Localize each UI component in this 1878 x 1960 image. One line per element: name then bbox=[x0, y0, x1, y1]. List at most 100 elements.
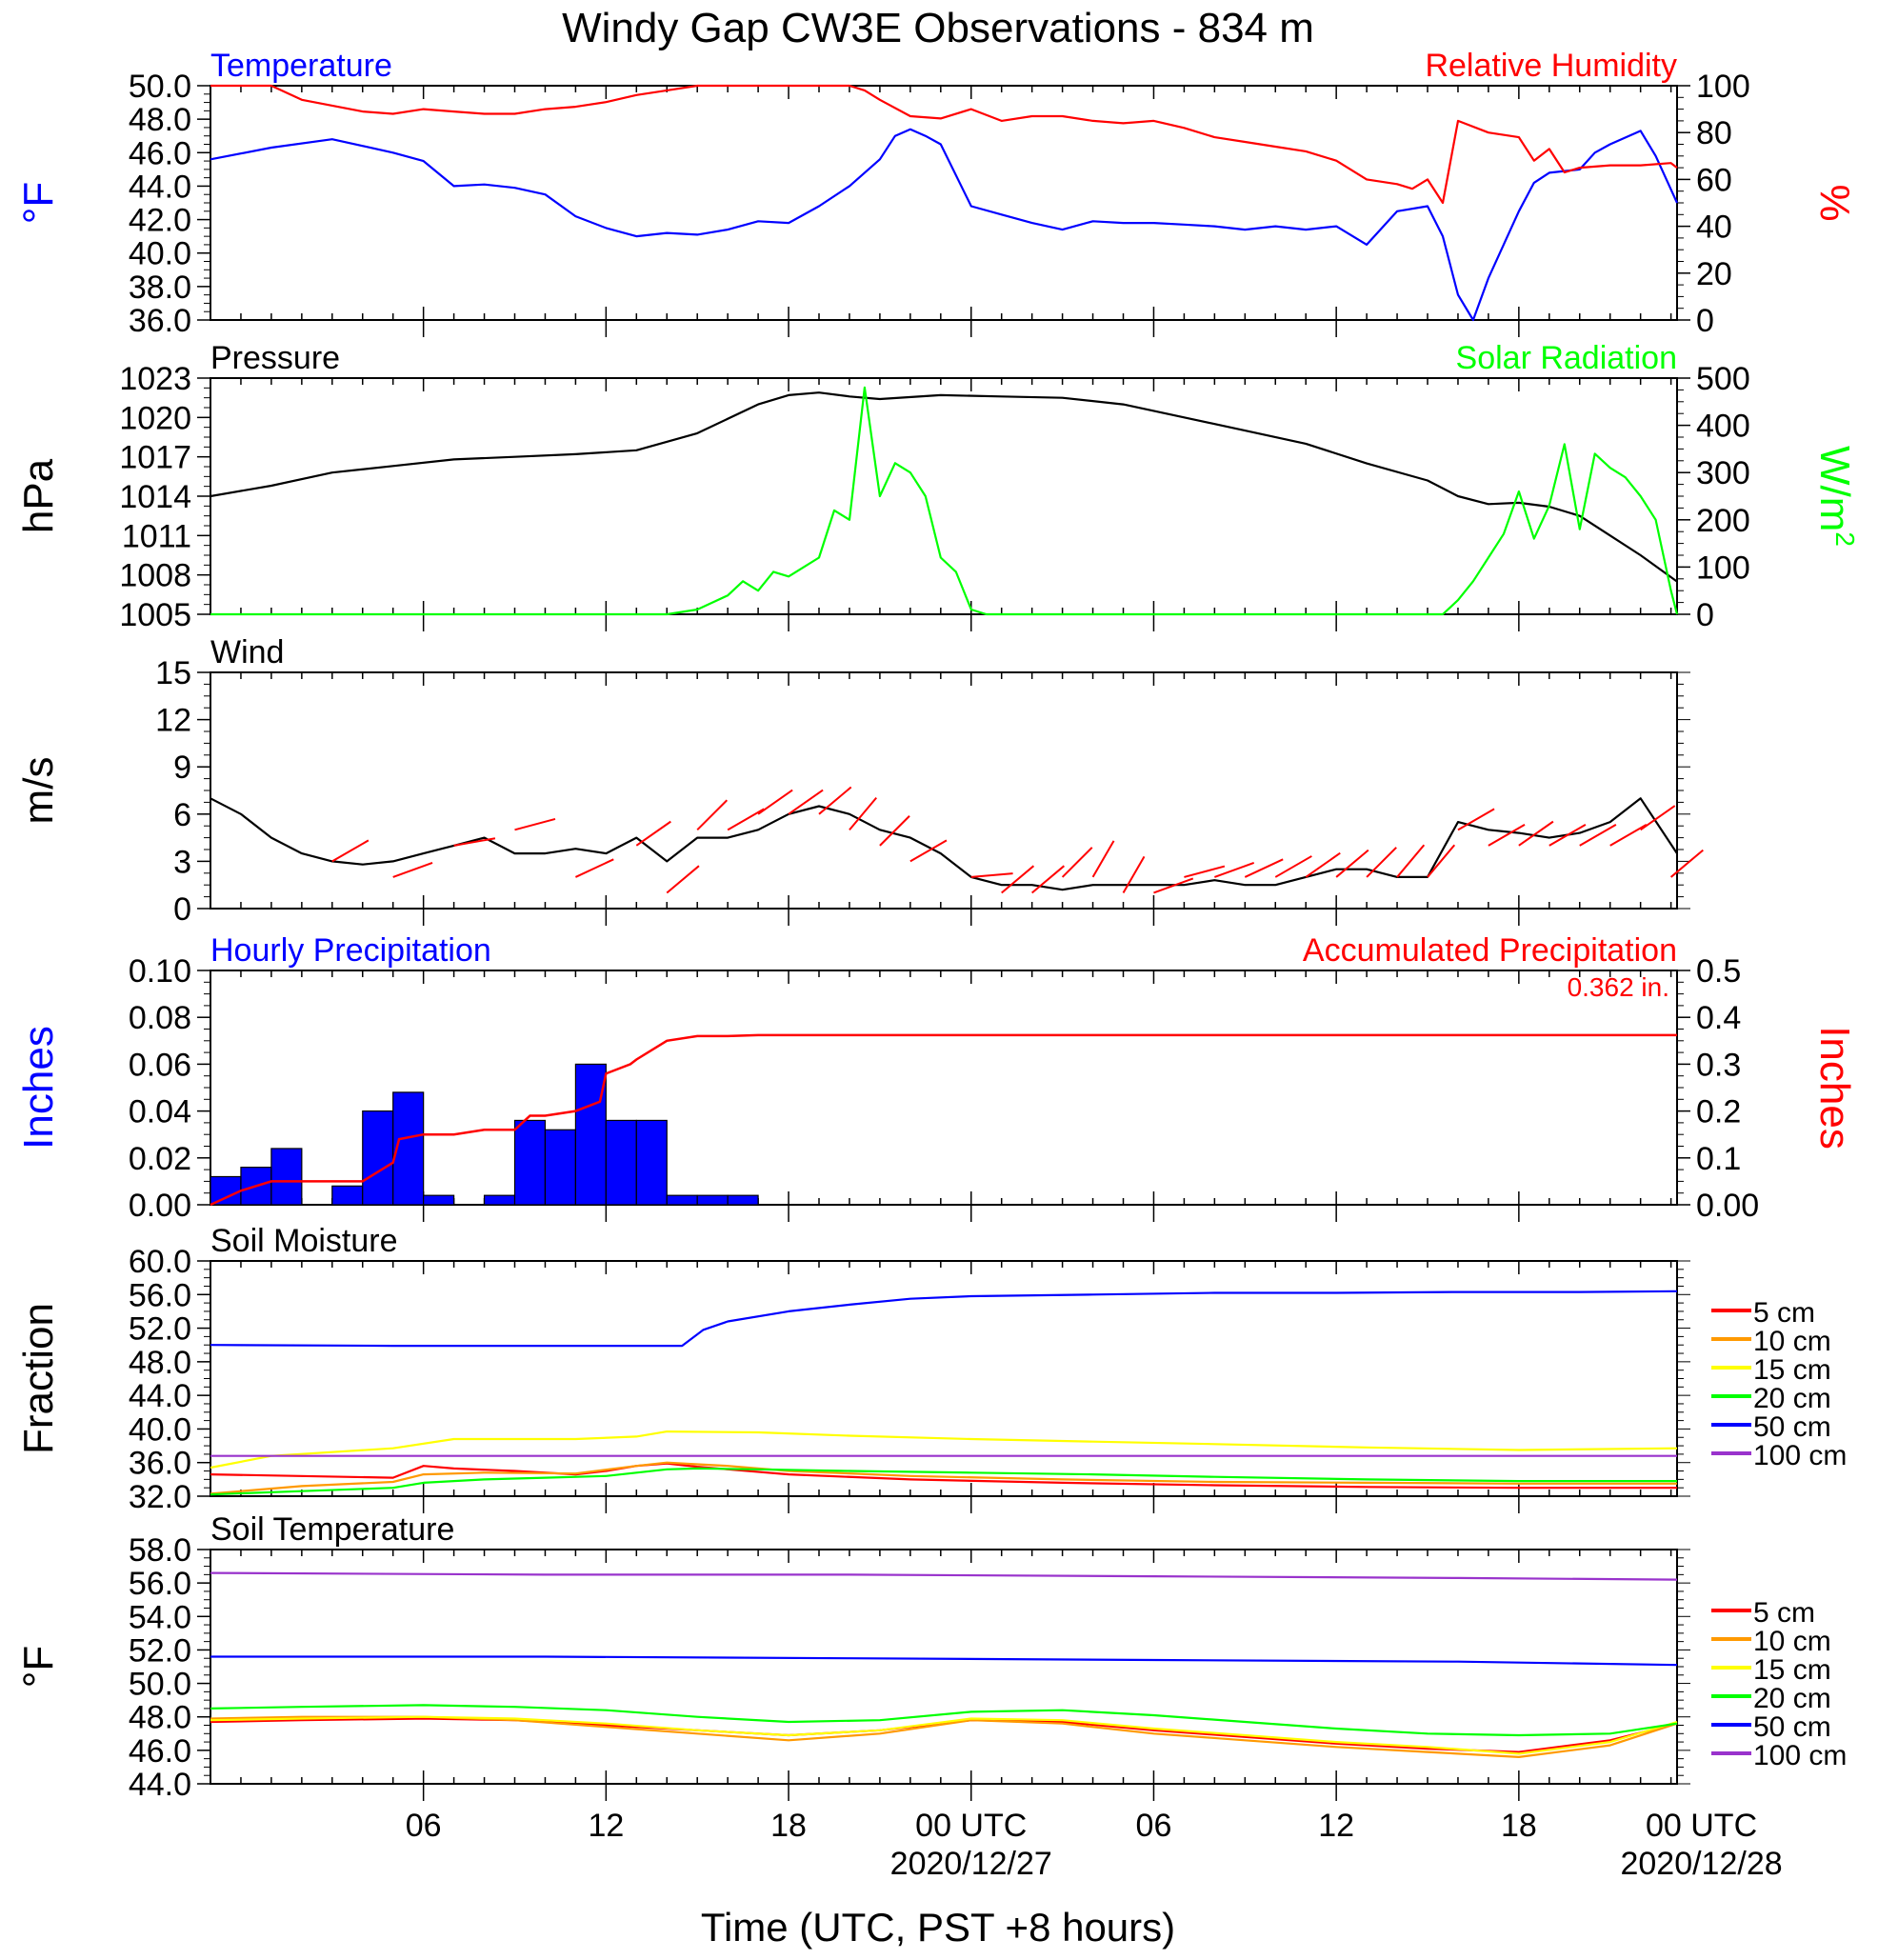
wind-barb bbox=[1305, 851, 1341, 878]
y-tick-label-left: 56.0 bbox=[129, 1277, 191, 1313]
accumulated-total-annotation: 0.362 in. bbox=[1568, 972, 1669, 1002]
y-tick-label-left: 48.0 bbox=[129, 1700, 191, 1736]
y-axis-label-right-text: % bbox=[1811, 184, 1858, 221]
panel-title-left: Soil Moisture bbox=[210, 1223, 398, 1259]
y-tick-label-left: 36.0 bbox=[129, 303, 191, 339]
y-tick-label-left: 9 bbox=[173, 750, 191, 786]
y-axis-label-left: Fraction bbox=[15, 1303, 62, 1454]
wind-barb bbox=[1609, 824, 1648, 847]
y-tick-label-left: 0.08 bbox=[129, 1000, 191, 1036]
y-tick-label-left: 1020 bbox=[119, 400, 191, 436]
y-tick-label-left: 0.02 bbox=[129, 1141, 191, 1177]
wind-barb bbox=[1244, 858, 1284, 878]
x-tick-label: 06 bbox=[1136, 1808, 1172, 1844]
series-line-15-cm bbox=[210, 1715, 1678, 1755]
series-line-5-cm bbox=[210, 1462, 1677, 1490]
y-tick-label-left: 0.06 bbox=[129, 1047, 191, 1083]
y-tick-label-right: 60 bbox=[1696, 162, 1732, 198]
wind-barb bbox=[635, 820, 671, 847]
y-tick-label-left: 52.0 bbox=[129, 1311, 191, 1348]
series-line-1 bbox=[210, 84, 1678, 205]
y-axis-label-right-text: Inches bbox=[1811, 1026, 1858, 1150]
legend-label: 15 cm bbox=[1753, 1654, 1831, 1686]
plot-frame bbox=[210, 1260, 1678, 1497]
y-tick-label-right: 0.3 bbox=[1696, 1047, 1741, 1083]
y-axis-label-right: % bbox=[1811, 184, 1858, 221]
y-tick-label-left: 3 bbox=[173, 844, 191, 880]
y-axis-label-right: Inches bbox=[1811, 1026, 1858, 1150]
precip-bar bbox=[392, 1091, 425, 1206]
wind-barb bbox=[1579, 824, 1617, 847]
series-line-20-cm bbox=[210, 1467, 1677, 1496]
panel-title-right: Solar Radiation bbox=[1456, 340, 1677, 376]
y-tick-label-right: 300 bbox=[1696, 455, 1750, 491]
precip-bar bbox=[635, 1119, 668, 1206]
y-axis-label-left: °F bbox=[15, 1646, 62, 1688]
wind-barb bbox=[1457, 808, 1495, 831]
legend-label: 20 cm bbox=[1753, 1383, 1831, 1414]
y-tick-label-left: 0.00 bbox=[129, 1188, 191, 1224]
y-tick-label-left: 0.04 bbox=[129, 1094, 191, 1130]
y-tick-label-left: 44.0 bbox=[129, 1767, 191, 1803]
wind-barb bbox=[970, 872, 1013, 878]
y-tick-label-right: 0.1 bbox=[1696, 1141, 1741, 1177]
wind-barb bbox=[696, 799, 729, 831]
wind-barb bbox=[1427, 844, 1456, 878]
y-tick-label-left: 54.0 bbox=[129, 1599, 191, 1635]
y-tick-label-left: 48.0 bbox=[129, 1345, 191, 1381]
x-tick-label: 12 bbox=[1318, 1808, 1354, 1844]
legend-label: 10 cm bbox=[1753, 1626, 1831, 1657]
y-tick-label-left: 44.0 bbox=[129, 169, 191, 205]
wind-barb bbox=[331, 839, 370, 863]
x-tick-label: 18 bbox=[770, 1808, 807, 1844]
y-axis-label-right: W/m2 bbox=[1811, 446, 1860, 547]
series-line-1 bbox=[210, 386, 1679, 616]
series-line-0 bbox=[210, 797, 1678, 891]
wind-barb bbox=[1669, 849, 1704, 878]
wind-barb bbox=[1184, 865, 1226, 878]
wind-barb bbox=[666, 865, 700, 894]
legend-label: 5 cm bbox=[1753, 1597, 1815, 1629]
y-tick-label-left: 56.0 bbox=[129, 1566, 191, 1602]
y-tick-label-left: 1014 bbox=[119, 479, 191, 515]
wind-barb bbox=[1031, 865, 1066, 894]
plot-frame bbox=[210, 671, 1678, 910]
y-tick-label-left: 36.0 bbox=[129, 1446, 191, 1482]
y-tick-label-left: 38.0 bbox=[129, 270, 191, 306]
legend-label: 10 cm bbox=[1753, 1326, 1831, 1357]
panel-wind: 0 3 6 9 12 15 Wind m/s bbox=[15, 634, 1704, 928]
plot-frame bbox=[210, 970, 1678, 1206]
wind-barb bbox=[879, 815, 910, 847]
wind-barb bbox=[1061, 847, 1093, 878]
legend-label: 100 cm bbox=[1753, 1440, 1847, 1471]
y-tick-label-right: 80 bbox=[1696, 115, 1732, 151]
legend-label: 50 cm bbox=[1753, 1411, 1831, 1443]
precip-bar bbox=[362, 1110, 394, 1206]
precip-bar bbox=[513, 1119, 547, 1206]
y-tick-label-right: 0.00 bbox=[1696, 1188, 1759, 1224]
panel-temp_rh: 36.038.040.042.044.046.048.050.0 0 20 40 60 8… bbox=[15, 48, 1858, 339]
legend-label: 20 cm bbox=[1753, 1683, 1831, 1714]
legend-label: 100 cm bbox=[1753, 1740, 1847, 1771]
series-line-50-cm bbox=[210, 1655, 1678, 1667]
precip-bar bbox=[544, 1129, 577, 1206]
y-tick-label-left: 12 bbox=[155, 703, 191, 739]
panel-title-left: Soil Temperature bbox=[210, 1511, 454, 1548]
y-tick-label-left: 1011 bbox=[122, 518, 191, 554]
y-tick-label-left: 1005 bbox=[119, 597, 191, 633]
precip-bar bbox=[270, 1148, 303, 1206]
y-axis-label-left: °F bbox=[15, 182, 62, 224]
y-tick-label-left: 58.0 bbox=[129, 1532, 191, 1569]
precip-bar bbox=[666, 1194, 698, 1206]
wind-barb bbox=[1153, 877, 1194, 894]
wind-barb bbox=[727, 808, 765, 831]
legend-label: 5 cm bbox=[1753, 1297, 1815, 1329]
accumulated-precip-line bbox=[210, 1033, 1677, 1207]
wind-barb bbox=[1640, 805, 1676, 831]
y-tick-label-right: 0 bbox=[1696, 303, 1714, 339]
series-line-50-cm bbox=[210, 1290, 1678, 1348]
y-tick-label-left: 40.0 bbox=[129, 236, 191, 272]
wind-barb bbox=[1122, 855, 1146, 893]
y-tick-label-right: 0.4 bbox=[1696, 1000, 1741, 1036]
y-tick-label-right: 0.5 bbox=[1696, 953, 1741, 990]
